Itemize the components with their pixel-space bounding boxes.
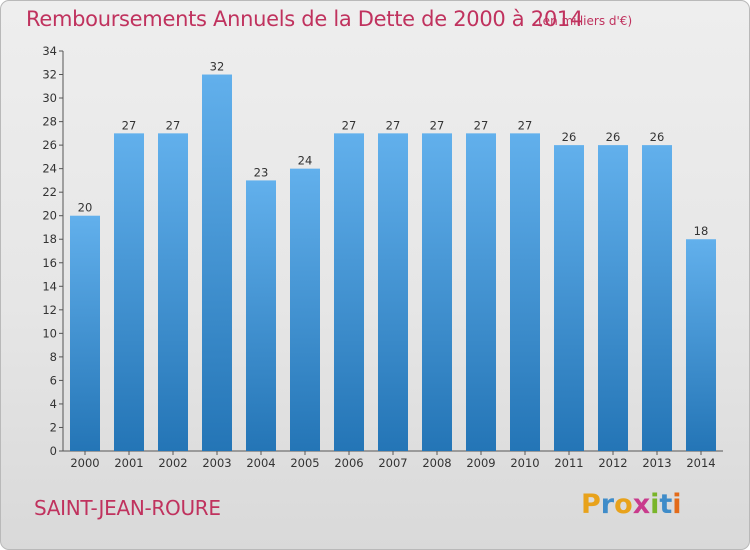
- data-label: 32: [210, 60, 225, 74]
- bar-2001[interactable]: [114, 133, 144, 451]
- x-tick-label: 2003: [202, 456, 231, 470]
- y-tick-label: 12: [42, 303, 57, 317]
- x-tick-label: 2006: [334, 456, 363, 470]
- x-tick-label: 2005: [290, 456, 319, 470]
- x-tick-label: 2014: [686, 456, 715, 470]
- bar-2003[interactable]: [202, 74, 232, 451]
- y-tick-label: 32: [42, 68, 57, 82]
- data-label: 24: [298, 154, 313, 168]
- logo-letter: P: [581, 489, 601, 520]
- data-label: 27: [430, 118, 445, 132]
- y-tick-label: 22: [42, 185, 57, 199]
- bar-2010[interactable]: [510, 133, 540, 451]
- data-label: 26: [562, 130, 577, 144]
- bar-2012[interactable]: [598, 145, 628, 451]
- y-tick-label: 4: [50, 397, 57, 411]
- data-label: 27: [166, 118, 181, 132]
- chart-title: Remboursements Annuels de la Dette de 20…: [26, 7, 583, 31]
- data-label: 18: [694, 224, 709, 238]
- x-tick-label: 2000: [70, 456, 99, 470]
- y-tick-label: 30: [42, 91, 57, 105]
- data-label: 26: [650, 130, 665, 144]
- y-tick-label: 10: [42, 326, 57, 340]
- x-tick-label: 2007: [378, 456, 407, 470]
- bar-2013[interactable]: [642, 145, 672, 451]
- y-tick-label: 8: [50, 350, 57, 364]
- y-tick-label: 34: [42, 44, 57, 58]
- x-tick-label: 2013: [642, 456, 671, 470]
- x-tick-label: 2002: [158, 456, 187, 470]
- bar-2006[interactable]: [334, 133, 364, 451]
- logo-letter: o: [614, 489, 633, 520]
- x-tick-label: 2001: [114, 456, 143, 470]
- commune-name: SAINT-JEAN-ROURE: [34, 496, 221, 520]
- bar-2002[interactable]: [158, 133, 188, 451]
- y-tick-label: 26: [42, 138, 57, 152]
- bar-2009[interactable]: [466, 133, 496, 451]
- y-tick-label: 2: [50, 420, 57, 434]
- logo-letter: r: [600, 489, 615, 520]
- data-label: 20: [78, 201, 93, 215]
- data-label: 27: [474, 118, 489, 132]
- data-label: 27: [518, 118, 533, 132]
- y-tick-label: 6: [50, 373, 57, 387]
- x-tick-label: 2009: [466, 456, 495, 470]
- y-tick-label: 16: [42, 256, 57, 270]
- data-label: 27: [342, 118, 357, 132]
- bar-2005[interactable]: [290, 168, 320, 451]
- logo-letter: i: [650, 489, 660, 520]
- x-tick-label: 2011: [554, 456, 583, 470]
- x-tick-label: 2012: [598, 456, 627, 470]
- bar-2007[interactable]: [378, 133, 408, 451]
- data-label: 27: [386, 118, 401, 132]
- data-label: 26: [606, 130, 621, 144]
- y-tick-label: 24: [42, 162, 57, 176]
- x-tick-label: 2010: [510, 456, 539, 470]
- logo-letter: i: [672, 489, 682, 520]
- y-tick-label: 0: [50, 444, 57, 458]
- bar-2014[interactable]: [686, 239, 716, 451]
- unit-label: (en milliers d'€): [538, 14, 633, 28]
- bar-2000[interactable]: [70, 215, 100, 451]
- y-tick-label: 18: [42, 232, 57, 246]
- bar-2008[interactable]: [422, 133, 452, 451]
- logo-letter: x: [632, 489, 651, 520]
- bar-2011[interactable]: [554, 145, 584, 451]
- logo-letter: t: [659, 489, 673, 520]
- data-label: 27: [122, 118, 137, 132]
- y-tick-label: 20: [42, 209, 57, 223]
- y-tick-label: 28: [42, 115, 57, 129]
- x-tick-label: 2008: [422, 456, 451, 470]
- bar-2004[interactable]: [246, 180, 276, 452]
- x-tick-label: 2004: [246, 456, 275, 470]
- y-tick-label: 14: [42, 279, 57, 293]
- proxiti-logo[interactable]: Proxiti: [581, 489, 682, 520]
- data-label: 23: [254, 165, 269, 179]
